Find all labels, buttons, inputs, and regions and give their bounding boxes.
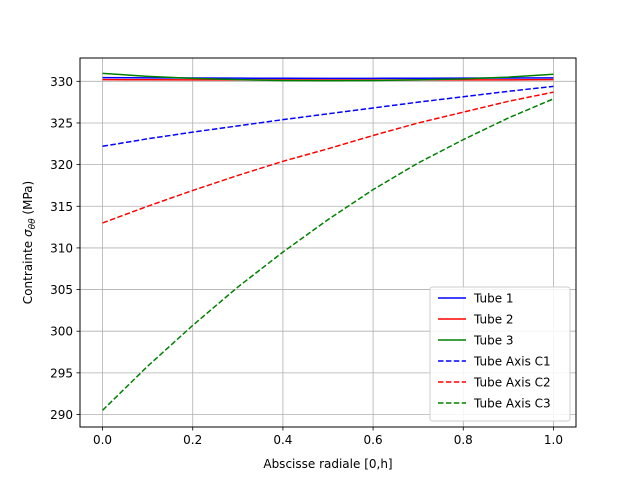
x-tick-label: 1.0 xyxy=(544,433,563,447)
y-tick-label: 325 xyxy=(50,116,73,130)
x-tick-label: 0.4 xyxy=(273,433,292,447)
series-line-6 xyxy=(102,98,554,411)
y-tick-label: 300 xyxy=(50,325,73,339)
x-tick-label: 0.6 xyxy=(364,433,383,447)
y-tick-label: 305 xyxy=(50,283,73,297)
y-axis-label-prefix: Contrainte xyxy=(21,237,35,304)
legend-label: Tube Axis C1 xyxy=(473,355,551,369)
legend-label: Tube Axis C2 xyxy=(473,376,551,390)
x-tick-label: 0.8 xyxy=(454,433,473,447)
legend-label: Tube 2 xyxy=(473,313,514,327)
y-tick-label: 315 xyxy=(50,200,73,214)
series-line-4 xyxy=(102,85,554,148)
x-tick-label: 0.0 xyxy=(93,433,112,447)
legend: Tube 1 Tube 2 Tube 3 Tube Axis C1 Tube Axis … xyxy=(429,286,571,422)
y-tick-label: 295 xyxy=(50,366,73,380)
ticks: 0.0 0.2 0.4 0.6 0.8 1.0 290 295 300 305 310 315 320 3… xyxy=(50,75,563,447)
series-line-3 xyxy=(102,72,554,82)
y-axis-label-subscript: θθ xyxy=(28,218,38,230)
legend-label: Tube 1 xyxy=(473,292,514,306)
y-tick-label: 310 xyxy=(50,241,73,255)
y-tick-label: 320 xyxy=(50,158,73,172)
legend-label: Tube 3 xyxy=(473,334,514,348)
x-tick-label: 0.2 xyxy=(183,433,202,447)
series-line-5 xyxy=(102,91,554,224)
x-axis-label: Abscisse radiale [0,h] xyxy=(263,457,392,471)
legend-label: Tube Axis C3 xyxy=(473,397,551,411)
legend-box xyxy=(429,286,571,422)
y-axis-label-symbol: σ xyxy=(21,229,35,237)
series-lines xyxy=(102,72,554,411)
y-axis-label: Contrainte σθθ (MPa) xyxy=(21,181,38,304)
y-axis-label-suffix: (MPa) xyxy=(21,181,35,219)
y-tick-label: 290 xyxy=(50,408,73,422)
plot-frame xyxy=(79,57,577,428)
y-tick-label: 330 xyxy=(50,75,73,89)
